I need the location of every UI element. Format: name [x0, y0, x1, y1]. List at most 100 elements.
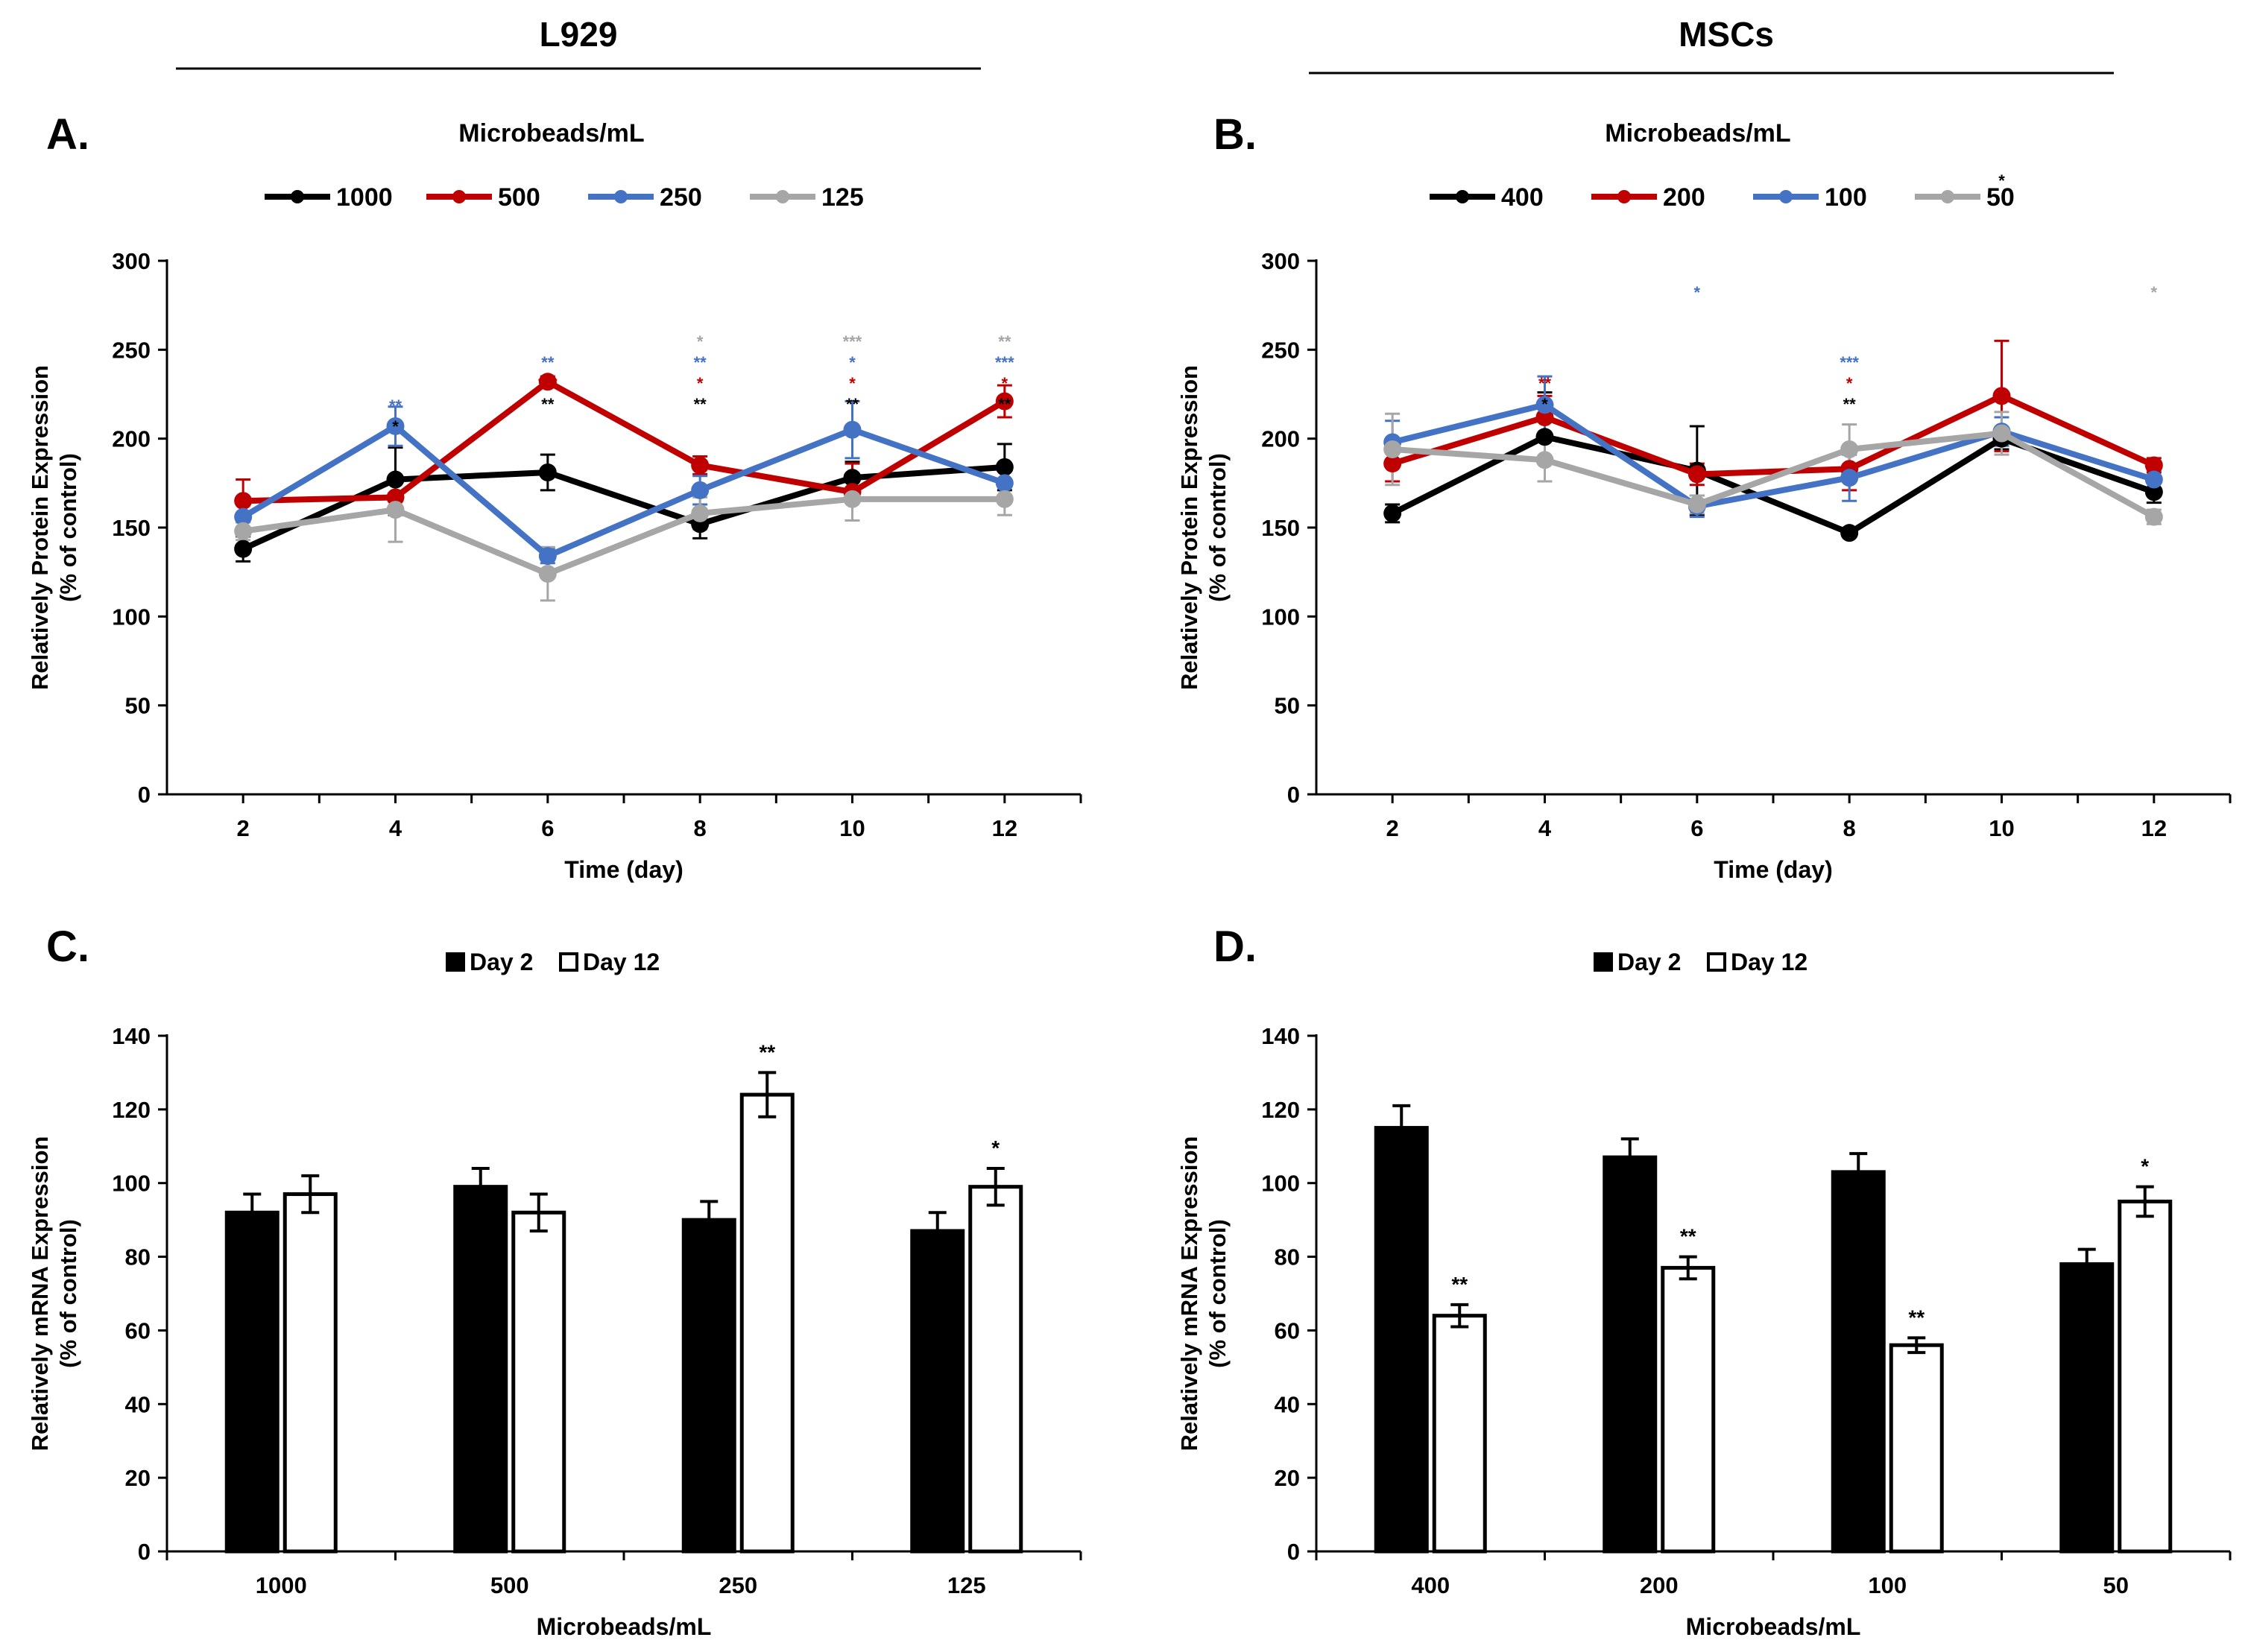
legend-label: Day 2: [470, 949, 533, 975]
data-point-100: [2144, 470, 2163, 489]
legend-swatch: [1594, 952, 1613, 972]
bar-day-12: [1661, 1265, 1716, 1554]
data-point-125: [843, 490, 862, 508]
legend-label: Day 12: [1731, 949, 1807, 975]
x-tick-label: 8: [1843, 815, 1856, 841]
panel-label: C.: [46, 922, 89, 971]
data-point-400: [1535, 428, 1554, 446]
significance-marker: **: [1451, 1273, 1468, 1296]
significance-marker: *: [697, 374, 704, 393]
legend-label: 125: [821, 183, 864, 212]
data-point-500: [386, 488, 405, 507]
data-point-500: [538, 373, 557, 391]
y-tick-label: 100: [112, 604, 151, 630]
data-point-200: [1992, 387, 2011, 405]
y-tick-label: 100: [1261, 1171, 1300, 1197]
data-point-400: [1383, 504, 1402, 522]
data-point-125: [691, 504, 710, 522]
significance-marker: *: [849, 353, 856, 372]
significance-marker: **: [389, 396, 402, 415]
legend-title: Microbeads/mL: [458, 119, 644, 148]
significance-marker: **: [1843, 395, 1857, 414]
y-tick-label: 0: [1287, 782, 1300, 808]
legend-label: 400: [1501, 183, 1544, 212]
data-point-1000: [386, 470, 405, 489]
y-tick-label: 140: [112, 1023, 151, 1049]
significance-marker: **: [998, 395, 1011, 414]
x-tick-label: 8: [694, 815, 707, 841]
series-line-125: [242, 496, 1005, 577]
y-tick-label: 0: [1287, 1539, 1300, 1565]
y-axis-label: Relatively Protein Expression: [27, 365, 53, 690]
significance-marker: *: [2141, 1155, 2149, 1178]
data-point-125: [386, 501, 405, 519]
legend-swatch-marker: [1779, 190, 1793, 203]
significance-marker: ***: [843, 332, 862, 351]
y-tick-label: 40: [125, 1391, 151, 1417]
x-tick-label: 100: [1868, 1572, 1907, 1598]
data-point-100: [1535, 396, 1554, 414]
y-tick-label: 80: [125, 1244, 151, 1270]
significance-marker: *: [1541, 395, 1548, 414]
data-point-50: [2144, 507, 2163, 526]
x-tick-label: 4: [389, 815, 402, 841]
legend-label: Day 12: [583, 949, 660, 975]
y-tick-label: 20: [1275, 1465, 1300, 1491]
legend-label: 100: [1825, 183, 1867, 212]
data-point-500: [691, 456, 710, 475]
x-tick-label: 10: [1989, 815, 2014, 841]
y-tick-label: 50: [1275, 693, 1300, 719]
bar-day-2: [1603, 1155, 1658, 1554]
data-point-50: [1840, 440, 1859, 458]
y-tick-label: 200: [112, 426, 151, 452]
data-point-250: [538, 547, 557, 566]
bar-day-12: [968, 1185, 1023, 1554]
data-point-500: [995, 392, 1014, 411]
y-axis-label: Relatively mRNA Expression: [27, 1136, 53, 1452]
data-point-200: [2144, 456, 2163, 475]
significance-marker: ***: [1840, 353, 1859, 372]
significance-marker: **: [694, 353, 707, 372]
x-tick-label: 10: [839, 815, 865, 841]
significance-marker: **: [1680, 1225, 1696, 1248]
significance-marker: *: [2151, 283, 2158, 302]
significance-marker: *: [1846, 374, 1853, 393]
x-axis-label: Time (day): [564, 856, 683, 883]
y-tick-label: 50: [125, 693, 151, 719]
panel-label: D.: [1213, 922, 1257, 971]
significance-marker: *: [697, 332, 704, 351]
significance-marker: **: [759, 1040, 775, 1063]
y-tick-label: 80: [1275, 1244, 1300, 1270]
data-point-250: [234, 507, 253, 526]
y-axis-label-sub: (% of control): [1204, 1219, 1231, 1368]
legend-swatch: [446, 952, 465, 972]
x-tick-label: 12: [2141, 815, 2167, 841]
legend-swatch-marker: [776, 190, 789, 203]
x-tick-label: 400: [1411, 1572, 1450, 1598]
data-point-1000: [234, 539, 253, 558]
bar-day-12: [1432, 1314, 1487, 1554]
bar-day-2: [1374, 1126, 1429, 1554]
data-point-200: [1535, 408, 1554, 427]
y-axis-label: Relatively Protein Expression: [1176, 365, 1202, 690]
significance-marker: *: [1002, 374, 1008, 393]
significance-marker: *: [1694, 283, 1701, 302]
series-line-500: [243, 379, 1006, 504]
data-point-125: [234, 522, 253, 540]
data-point-125: [995, 490, 1014, 508]
series-line-50: [1392, 430, 2156, 520]
legend-label: 1000: [336, 183, 393, 212]
x-axis-label: Microbeads/mL: [1686, 1613, 1861, 1640]
legend-swatch: [1707, 952, 1726, 972]
y-tick-label: 250: [1261, 337, 1300, 363]
y-tick-label: 200: [1261, 426, 1300, 452]
significance-marker: *: [849, 374, 856, 393]
series-line-200: [1392, 393, 2156, 478]
x-tick-label: 2: [237, 815, 250, 841]
significance-marker: **: [694, 395, 707, 414]
legend-label: 250: [660, 183, 702, 212]
significance-marker: **: [541, 353, 555, 372]
y-axis-label: Relatively mRNA Expression: [1176, 1136, 1202, 1452]
legend-swatch-marker: [291, 190, 304, 203]
data-point-50: [1992, 424, 2011, 443]
